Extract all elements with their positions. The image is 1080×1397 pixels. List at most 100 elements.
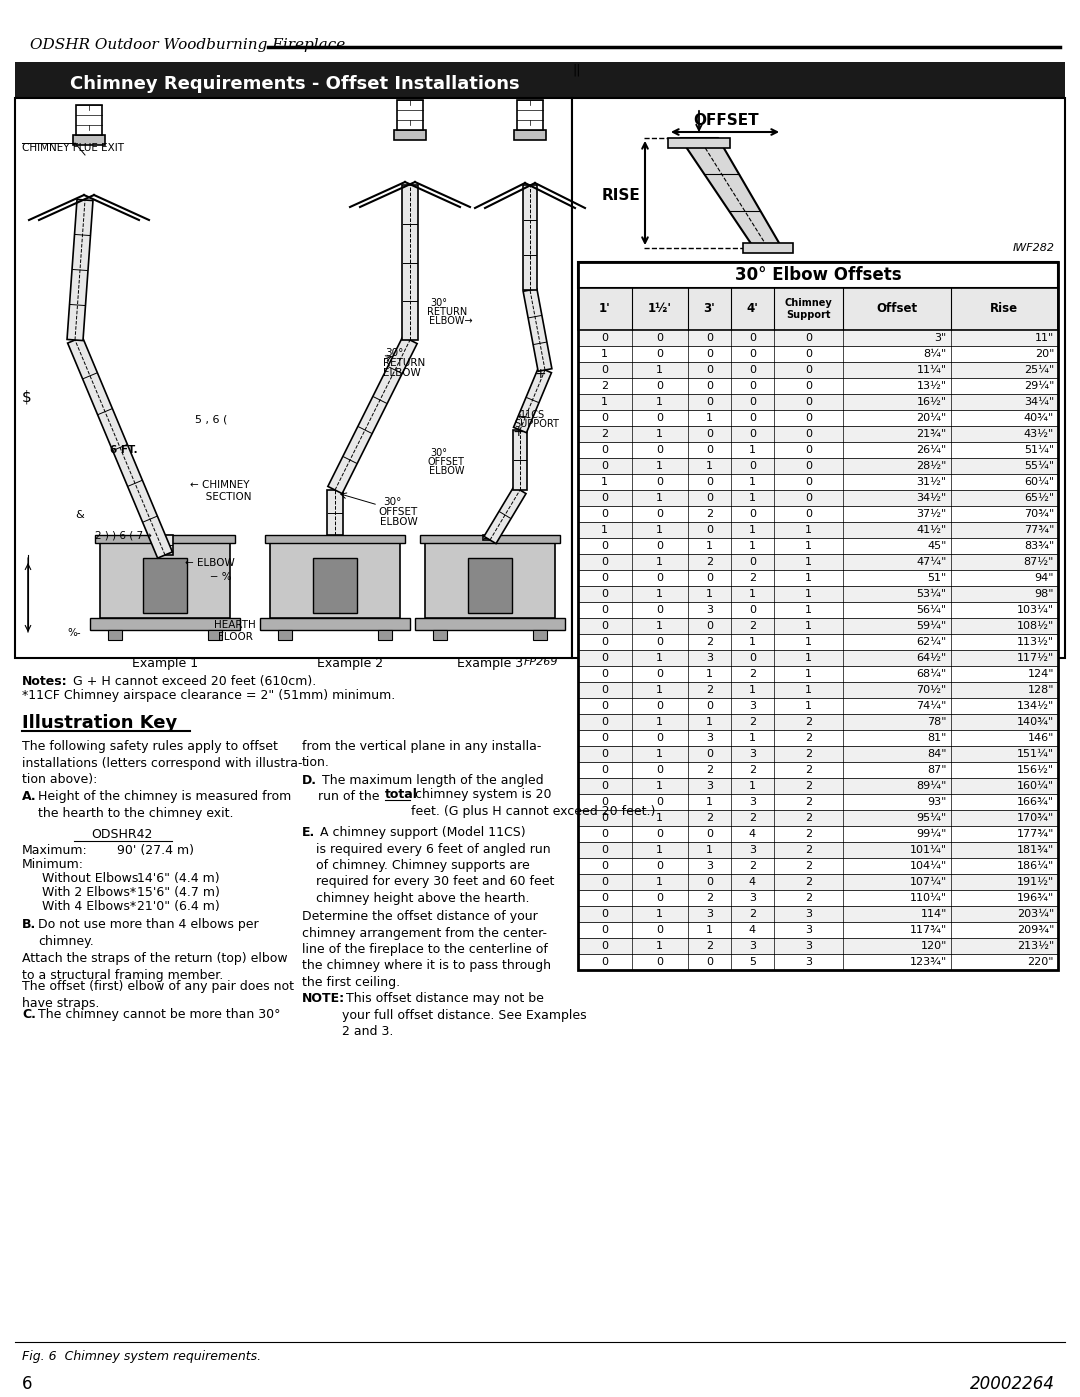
Text: Example 3: Example 3: [457, 657, 523, 671]
Text: 2: 2: [805, 798, 812, 807]
Text: 1: 1: [805, 701, 812, 711]
Text: 186¼": 186¼": [1016, 861, 1054, 870]
Text: 77¾": 77¾": [1024, 525, 1054, 535]
Text: 0: 0: [706, 573, 713, 583]
Text: 1: 1: [657, 845, 663, 855]
Text: 13½": 13½": [917, 381, 947, 391]
Text: 70¾": 70¾": [1024, 509, 1054, 520]
Text: 0: 0: [805, 476, 812, 488]
Bar: [578, 842, 1058, 858]
Text: 0: 0: [805, 365, 812, 374]
Bar: [578, 793, 1058, 810]
Text: 65½": 65½": [1024, 493, 1054, 503]
Bar: [73, 136, 105, 145]
Text: 0: 0: [706, 749, 713, 759]
Text: 0: 0: [657, 349, 663, 359]
Text: RISE: RISE: [602, 187, 640, 203]
Text: 21'0" (6.4 m): 21'0" (6.4 m): [137, 900, 219, 914]
Text: 1: 1: [657, 749, 663, 759]
Text: 2: 2: [706, 942, 713, 951]
Text: ← CHIMNEY: ← CHIMNEY: [190, 481, 249, 490]
Text: 1: 1: [657, 813, 663, 823]
Bar: [270, 543, 400, 617]
Bar: [578, 746, 1058, 761]
Text: 0: 0: [748, 414, 756, 423]
Text: 11": 11": [1035, 332, 1054, 344]
Text: 0: 0: [657, 573, 663, 583]
Polygon shape: [680, 138, 782, 249]
Text: 101¼": 101¼": [909, 845, 947, 855]
Text: RETURN: RETURN: [383, 358, 426, 367]
Text: 1: 1: [748, 493, 756, 503]
Text: 0: 0: [602, 717, 608, 726]
Text: With 4 Elbows*: With 4 Elbows*: [42, 900, 136, 914]
Text: This offset distance may not be
your full offset distance. See Examples
2 and 3.: This offset distance may not be your ful…: [342, 992, 586, 1038]
Text: Chimney
Support: Chimney Support: [785, 298, 833, 320]
Text: SUPPORT: SUPPORT: [514, 419, 558, 429]
Text: 0: 0: [602, 414, 608, 423]
Text: 2: 2: [706, 813, 713, 823]
Text: 11CS: 11CS: [519, 409, 545, 420]
Text: 1: 1: [706, 798, 713, 807]
Text: 87": 87": [928, 766, 947, 775]
Text: ODSHR42: ODSHR42: [92, 828, 152, 841]
Text: 1: 1: [657, 365, 663, 374]
Text: CHIMNEY FLUE EXIT: CHIMNEY FLUE EXIT: [22, 142, 124, 154]
Text: 2: 2: [706, 637, 713, 647]
Text: 0: 0: [657, 766, 663, 775]
Text: 1: 1: [602, 476, 608, 488]
Text: 203¼": 203¼": [1016, 909, 1054, 919]
Text: 95¼": 95¼": [917, 813, 947, 823]
Bar: [578, 731, 1058, 746]
Text: 0: 0: [805, 493, 812, 503]
Text: 45": 45": [928, 541, 947, 550]
Text: 0: 0: [706, 828, 713, 840]
Text: 11¼": 11¼": [917, 365, 947, 374]
Text: 30°: 30°: [384, 348, 403, 358]
Text: 1: 1: [602, 349, 608, 359]
Text: 2: 2: [748, 669, 756, 679]
Text: 99¼": 99¼": [916, 828, 947, 840]
Bar: [468, 557, 512, 613]
Text: 2: 2: [748, 909, 756, 919]
Bar: [278, 630, 292, 640]
Text: +: +: [535, 367, 546, 381]
Bar: [426, 543, 555, 617]
Text: 84": 84": [928, 749, 947, 759]
Text: 1: 1: [805, 622, 812, 631]
Text: 90' (27.4 m): 90' (27.4 m): [117, 844, 194, 856]
Text: 0: 0: [602, 493, 608, 503]
Bar: [378, 630, 392, 640]
Bar: [578, 682, 1058, 698]
Text: 0: 0: [602, 669, 608, 679]
Polygon shape: [327, 490, 343, 535]
Text: 3: 3: [805, 909, 812, 919]
Text: 3': 3': [703, 303, 715, 316]
Text: 16½": 16½": [917, 397, 947, 407]
Text: 0: 0: [706, 332, 713, 344]
Text: 1: 1: [805, 637, 812, 647]
Text: 1: 1: [657, 590, 663, 599]
Bar: [578, 907, 1058, 922]
Text: 28½": 28½": [916, 461, 947, 471]
Bar: [578, 263, 1058, 970]
Text: 0: 0: [657, 381, 663, 391]
Text: 6: 6: [22, 1375, 32, 1393]
Text: ODSHR Outdoor Woodburning Fireplace: ODSHR Outdoor Woodburning Fireplace: [30, 38, 346, 52]
Text: 1: 1: [805, 557, 812, 567]
Text: A chimney support (Model 11CS)
is required every 6 feet of angled run
of chimney: A chimney support (Model 11CS) is requir…: [316, 826, 554, 905]
Bar: [578, 858, 1058, 875]
Bar: [578, 394, 1058, 409]
Text: 0: 0: [706, 365, 713, 374]
Text: 128": 128": [1027, 685, 1054, 694]
Text: 1: 1: [805, 573, 812, 583]
Text: 34¼": 34¼": [1024, 397, 1054, 407]
Bar: [578, 490, 1058, 506]
Text: 3: 3: [706, 605, 713, 615]
Bar: [265, 535, 405, 543]
Polygon shape: [483, 535, 497, 541]
Text: 15'6" (4.7 m): 15'6" (4.7 m): [137, 886, 220, 900]
Polygon shape: [484, 486, 526, 543]
Text: 51": 51": [928, 573, 947, 583]
Text: Attach the straps of the return (top) elbow
to a structural framing member.: Attach the straps of the return (top) el…: [22, 951, 287, 982]
